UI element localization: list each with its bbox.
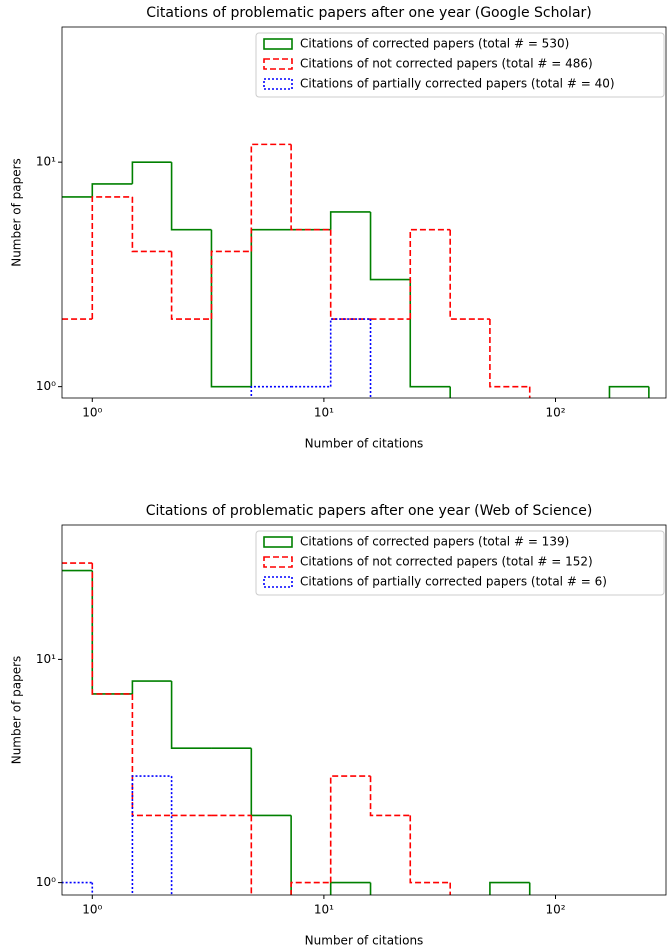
- plot-area: [62, 562, 531, 895]
- hist-step: [62, 562, 93, 564]
- hist-step: [290, 144, 331, 231]
- chart-title: Citations of problematic papers after on…: [146, 503, 593, 519]
- legend-swatch: [263, 556, 293, 568]
- hist-step: [329, 318, 371, 387]
- y-tick-label: 10¹: [36, 652, 56, 666]
- hist-step: [369, 776, 411, 817]
- hist-step: [210, 250, 252, 320]
- hist-step: [290, 815, 292, 895]
- hist-step: [62, 569, 93, 572]
- hist-step: [250, 385, 292, 398]
- hist-step: [329, 775, 371, 883]
- x-tick-label: 10⁰: [82, 406, 102, 420]
- legend: Citations of corrected papers (total # =…: [255, 530, 665, 596]
- hist-step: [131, 775, 172, 895]
- legend-label: Citations of partially corrected papers …: [300, 77, 615, 91]
- legend-swatch: [263, 58, 293, 70]
- hist-step: [250, 748, 292, 817]
- hist-step: [170, 251, 212, 320]
- x-tick-label: 10¹: [314, 406, 334, 420]
- hist-step: [329, 229, 371, 320]
- legend-label: Citations of not corrected papers (total…: [300, 555, 593, 569]
- hist-step: [210, 229, 252, 388]
- hist-step: [62, 196, 93, 198]
- hist-step: [329, 881, 371, 895]
- legend: Citations of corrected papers (total # =…: [255, 32, 665, 98]
- hist-step: [170, 162, 212, 231]
- legend-swatch: [263, 38, 293, 50]
- legend-label: Citations of partially corrected papers …: [300, 575, 607, 589]
- legend-swatch: [263, 536, 293, 548]
- hist-step: [131, 196, 172, 253]
- legend-swatch: [263, 576, 293, 588]
- hist-step: [489, 881, 530, 895]
- axes-frame: [61, 26, 667, 399]
- legend-box: [255, 530, 665, 596]
- hist-step: [489, 319, 530, 388]
- hist-step: [62, 318, 93, 320]
- hist-step: [369, 319, 372, 398]
- hist-step: [62, 881, 93, 884]
- plot-area: [62, 143, 650, 398]
- hist-step: [449, 882, 451, 895]
- hist-step: [409, 815, 451, 884]
- y-tick-label: 10¹: [36, 155, 56, 169]
- y-tick-label: 10⁰: [36, 379, 56, 393]
- hist-step: [369, 882, 372, 895]
- y-axis-label: Number of papers: [10, 656, 24, 765]
- x-tick-label: 10²: [545, 406, 565, 420]
- hist-step: [409, 279, 451, 388]
- chart-title: Citations of problematic papers after on…: [146, 5, 591, 21]
- y-axis-label: Number of papers: [10, 158, 24, 267]
- hist-step: [250, 143, 292, 252]
- hist-step: [449, 229, 490, 320]
- hist-step: [170, 776, 173, 895]
- x-tick-label: 10¹: [314, 903, 334, 917]
- hist-step: [91, 196, 133, 320]
- x-axis-label: Number of citations: [305, 934, 424, 948]
- hist-step: [608, 385, 649, 398]
- legend-box: [255, 32, 665, 98]
- legend-label: Citations of corrected papers (total # =…: [300, 535, 569, 549]
- y-tick-label: 10⁰: [36, 875, 56, 889]
- legend-label: Citations of not corrected papers (total…: [300, 57, 593, 71]
- hist-step: [91, 570, 133, 695]
- hist-step: [91, 563, 133, 695]
- hist-step: [250, 815, 253, 895]
- x-tick-label: 10⁰: [82, 903, 102, 917]
- hist-step: [131, 161, 172, 184]
- legend-label: Citations of corrected papers (total # =…: [300, 37, 569, 51]
- hist-step: [131, 680, 172, 694]
- hist-step: [290, 881, 331, 895]
- axes-frame: [61, 524, 667, 896]
- hist-step: [91, 183, 133, 197]
- hist-step: [528, 882, 531, 895]
- subplot: Citations of problematic papers after on…: [10, 503, 667, 948]
- hist-step: [170, 681, 212, 750]
- legend-swatch: [263, 78, 293, 90]
- hist-step: [369, 211, 411, 281]
- x-tick-label: 10²: [545, 903, 565, 917]
- hist-step: [409, 228, 451, 320]
- subplot: Citations of problematic papers after on…: [10, 5, 667, 451]
- hist-step: [449, 386, 451, 398]
- hist-step: [250, 228, 292, 387]
- hist-step: [131, 693, 172, 817]
- hist-step: [329, 211, 371, 230]
- x-axis-label: Number of citations: [305, 437, 424, 451]
